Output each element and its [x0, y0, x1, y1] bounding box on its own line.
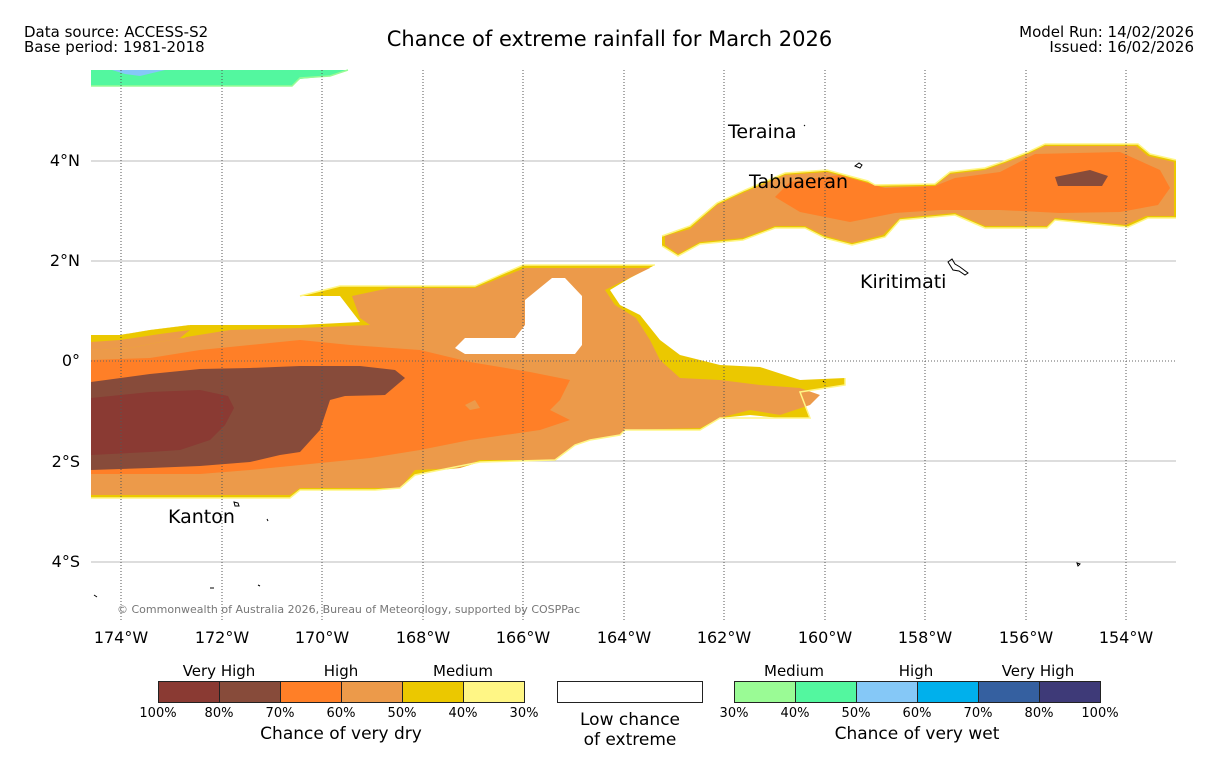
- dry-swatch: [158, 681, 220, 703]
- lon-label-168w: 168°W: [395, 628, 451, 647]
- wet-tick: 30%: [719, 706, 749, 721]
- dry-band-northeast-extreme: [1055, 170, 1108, 186]
- wet-patch-north-blue: [112, 70, 165, 76]
- wet-tick: 50%: [841, 706, 871, 721]
- wet-tick: 60%: [902, 706, 932, 721]
- lon-label-156w: 156°W: [998, 628, 1054, 647]
- dry-group-very-high: Very High: [182, 662, 256, 680]
- dry-caption: Chance of very dry: [260, 724, 422, 744]
- model-run-label: Model Run: 14/02/2026: [1019, 23, 1194, 41]
- wet-tick: 40%: [780, 706, 810, 721]
- teraina-island: [803, 124, 806, 127]
- place-kanton: Kanton: [168, 506, 235, 528]
- issued-label: Issued: 16/02/2026: [1049, 38, 1194, 56]
- place-kiritimati: Kiritimati: [860, 271, 947, 293]
- lon-label-172w: 172°W: [194, 628, 250, 647]
- data-source-label: Data source: ACCESS-S2: [24, 23, 209, 41]
- wet-patch-north: [91, 70, 348, 86]
- lat-label-4n: 4°N: [49, 151, 80, 170]
- dry-band-northeast-veryhigh: [775, 152, 1170, 222]
- wet-swatch: [1039, 681, 1101, 703]
- lon-label-160w: 160°W: [797, 628, 853, 647]
- dry-swatch: [463, 681, 525, 703]
- low-chance-label-line2: of extreme: [583, 730, 677, 750]
- lon-label-166w: 166°W: [495, 628, 551, 647]
- dry-group-high: High: [323, 662, 359, 680]
- dry-tick: 50%: [387, 706, 417, 721]
- kanton-island: [233, 501, 240, 507]
- dry-tick: 40%: [448, 706, 478, 721]
- wet-swatch: [734, 681, 796, 703]
- kiritimati-island: [947, 258, 969, 276]
- low-chance-label-line1: Low chance: [580, 710, 680, 730]
- dry-swatch: [402, 681, 464, 703]
- wet-tick: 100%: [1081, 706, 1119, 721]
- lat-label-0: 0°: [61, 351, 80, 370]
- copyright-notice: © Commonwealth of Australia 2026, Bureau…: [117, 603, 581, 616]
- dry-tick: 80%: [204, 706, 234, 721]
- dry-tick: 70%: [265, 706, 295, 721]
- place-teraina: Teraina: [728, 121, 797, 143]
- island-outlines: [93, 124, 1081, 598]
- dry-swatch: [280, 681, 342, 703]
- wet-group-very-high: Very High: [1001, 662, 1075, 680]
- dry-tick: 60%: [326, 706, 356, 721]
- wet-swatch: [917, 681, 979, 703]
- wet-group-medium: Medium: [764, 662, 824, 680]
- lon-label-164w: 164°W: [596, 628, 652, 647]
- wet-swatch: [978, 681, 1040, 703]
- dry-tick: 100%: [139, 706, 177, 721]
- wet-swatch: [795, 681, 857, 703]
- wet-tick: 70%: [963, 706, 993, 721]
- map-title: Chance of extreme rainfall for March 202…: [386, 27, 833, 51]
- wet-swatch: [856, 681, 918, 703]
- wet-caption: Chance of very wet: [834, 724, 1000, 744]
- dry-outline: [91, 143, 1177, 499]
- base-period-label: Base period: 1981-2018: [24, 38, 205, 56]
- lon-label-154w: 154°W: [1098, 628, 1154, 647]
- lon-label-170w: 170°W: [294, 628, 350, 647]
- lon-label-162w: 162°W: [696, 628, 752, 647]
- low-chance-hole: [455, 278, 582, 354]
- dry-group-medium: Medium: [433, 662, 493, 680]
- dry-swatch: [341, 681, 403, 703]
- wet-tick: 80%: [1024, 706, 1054, 721]
- lat-label-2s: 2°S: [51, 452, 80, 471]
- lon-label-174w: 174°W: [93, 628, 149, 647]
- lat-label-4s: 4°S: [51, 552, 80, 571]
- dry-region-equatorial-core: [91, 390, 234, 455]
- place-tabuaeran: Tabuaeran: [749, 171, 849, 193]
- dry-swatch: [219, 681, 281, 703]
- wet-group-high: High: [898, 662, 934, 680]
- low-chance-swatch: [557, 681, 703, 703]
- lat-label-2n: 2°N: [49, 251, 80, 270]
- dry-tick: 30%: [509, 706, 539, 721]
- lon-label-158w: 158°W: [897, 628, 953, 647]
- tabuaeran-island: [853, 162, 863, 169]
